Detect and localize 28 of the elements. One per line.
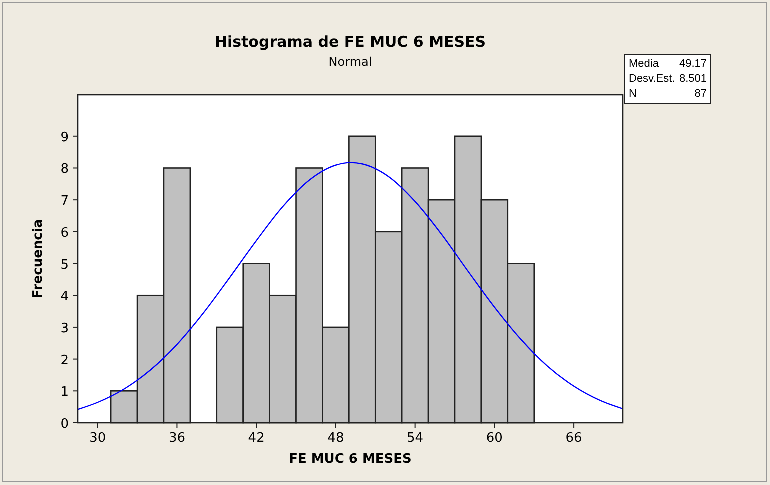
line-series bbox=[78, 162, 623, 410]
x-tick-label: 66 bbox=[566, 431, 582, 446]
text: Desv.Est. bbox=[629, 73, 676, 85]
y-tick-label: 4 bbox=[60, 290, 69, 305]
y-tick-label: 3 bbox=[60, 321, 69, 336]
text: 8.501 bbox=[679, 73, 707, 85]
y-tick-label: 8 bbox=[60, 162, 69, 178]
x-tick-label: 54 bbox=[407, 431, 424, 446]
chart-title: Histograma de FE MUC 6 MESES bbox=[214, 33, 486, 51]
text: Media bbox=[629, 58, 660, 70]
y-tick-label: 5 bbox=[60, 258, 69, 273]
chart-subtitle: Normal bbox=[328, 55, 372, 69]
x-tick-label: 48 bbox=[328, 431, 344, 446]
text: 87 bbox=[694, 88, 707, 100]
y-axis-title: Frecuencia bbox=[31, 219, 46, 299]
y-tick-label: 6 bbox=[60, 226, 69, 241]
x-tick-label: 42 bbox=[248, 431, 265, 446]
x-tick-label: 36 bbox=[168, 431, 186, 446]
y-tick-label: 1 bbox=[60, 385, 69, 400]
x-tick-label: 30 bbox=[90, 431, 106, 446]
x-axis-title: FE MUC 6 MESES bbox=[289, 452, 412, 467]
text: 49.17 bbox=[679, 58, 707, 70]
y-tick-label: 9 bbox=[60, 130, 69, 146]
text: N bbox=[629, 88, 637, 100]
x-tick-label: 60 bbox=[486, 431, 503, 446]
y-tick-label: 0 bbox=[60, 417, 69, 432]
y-tick-label: 7 bbox=[60, 194, 69, 210]
y-tick-label: 2 bbox=[60, 353, 69, 368]
